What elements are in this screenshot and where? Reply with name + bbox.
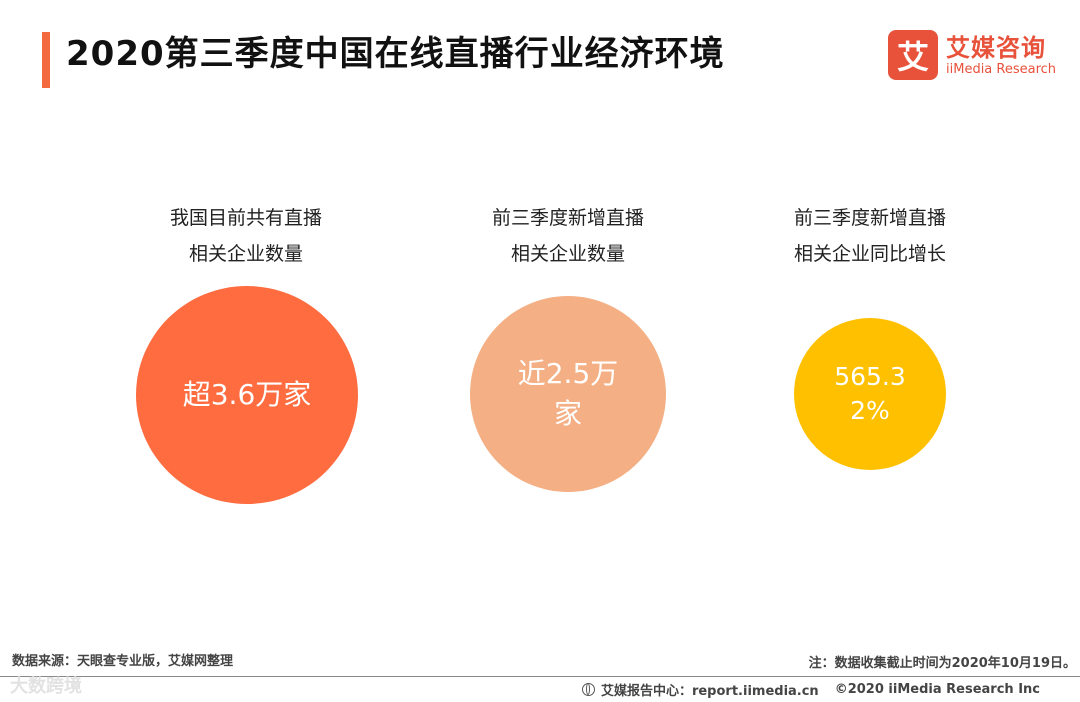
page-title: 2020第三季度中国在线直播行业经济环境 bbox=[66, 34, 725, 74]
logo-mark-icon: 艾 bbox=[888, 30, 938, 80]
globe-icon bbox=[581, 683, 595, 696]
bubble-value-text: 超3.6万家 bbox=[182, 378, 312, 411]
metric-label-line1: 前三季度新增直播 bbox=[491, 207, 644, 229]
metric-new-companies: 前三季度新增直播 相关企业数量 bbox=[466, 200, 670, 272]
report-center-link[interactable]: 艾媒报告中心：report.iimedia.cn bbox=[600, 684, 819, 699]
metric-yoy-growth: 前三季度新增直播 相关企业同比增长 bbox=[770, 200, 970, 272]
title-accent-bar bbox=[42, 32, 50, 88]
metric-total-companies: 我国目前共有直播 相关企业数量 bbox=[146, 200, 346, 272]
bubble-value-text: 565.32% bbox=[834, 362, 906, 425]
bubble-total-companies: 超3.6万家 bbox=[136, 286, 358, 504]
metric-label-line2: 相关企业数量 bbox=[510, 243, 625, 265]
data-cutoff-note: 注：数据收集截止时间为2020年10月19日。 bbox=[808, 656, 1076, 671]
metric-label-line2: 相关企业数量 bbox=[188, 243, 303, 265]
metric-label-line1: 我国目前共有直播 bbox=[169, 207, 322, 229]
metric-label-line2: 相关企业同比增长 bbox=[793, 243, 946, 265]
footer-credits: 艾媒报告中心：report.iimedia.cn ©2020 iiMedia R… bbox=[581, 680, 1040, 699]
metric-label-line1: 前三季度新增直播 bbox=[793, 207, 946, 229]
bubble-new-companies: 近2.5万家 bbox=[470, 296, 666, 492]
copyright-text: ©2020 iiMedia Research Inc bbox=[834, 682, 1040, 697]
logo-english-name: iiMedia Research bbox=[946, 62, 1057, 77]
brand-logo: 艾 艾媒咨询 iiMedia Research bbox=[888, 28, 1063, 84]
logo-chinese-name: 艾媒咨询 bbox=[946, 34, 1046, 62]
bubble-value-text: 近2.5万家 bbox=[517, 357, 619, 430]
footer-divider bbox=[0, 676, 1080, 677]
watermark-text: 大数跨境 bbox=[10, 676, 82, 697]
data-source-note: 数据来源：天眼查专业版，艾媒网整理 bbox=[12, 654, 234, 669]
bubble-yoy-growth: 565.32% bbox=[794, 318, 946, 470]
